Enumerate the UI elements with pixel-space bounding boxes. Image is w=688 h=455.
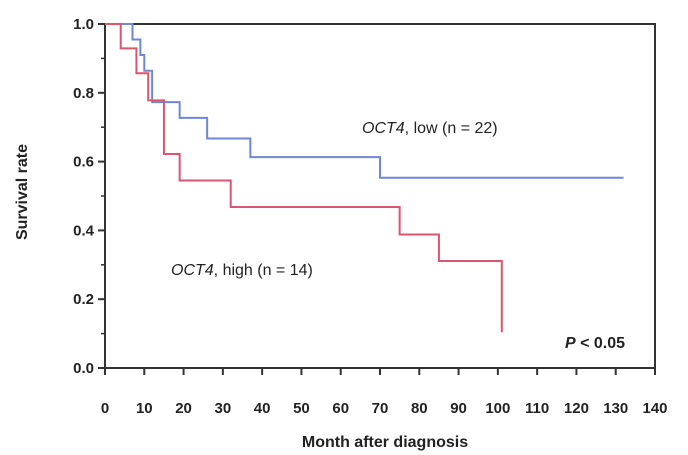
x-tick-label: 70: [372, 400, 389, 417]
x-tick-label: 120: [564, 400, 589, 417]
x-tick-label: 60: [332, 400, 349, 417]
annotation-low-gene: OCT4: [362, 120, 405, 137]
x-tick-label: 10: [136, 400, 153, 417]
x-tick-label: 40: [254, 400, 271, 417]
x-tick-label: 140: [642, 400, 667, 417]
x-tick-label: 50: [293, 400, 310, 417]
x-tick-label: 80: [411, 400, 428, 417]
x-axis: 0 10 20 30 40 50 60 70 80 90 100 110 120 130 140: [101, 368, 668, 417]
annotation-low: OCT4, low (n = 22): [362, 120, 498, 137]
series-line-low: [105, 23, 624, 179]
y-tick-label: 0.8: [73, 85, 94, 102]
y-axis: 0.0 0.2 0.4 0.6 0.8 1.0: [73, 16, 105, 377]
y-axis-title: Survival rate: [14, 144, 31, 240]
x-tick-label: 100: [485, 400, 510, 417]
x-tick-label: 110: [525, 400, 549, 417]
annotation-high-text: , high (n = 14): [214, 262, 313, 279]
y-tick-label: 0.0: [73, 360, 94, 377]
annotation-high-gene: OCT4: [171, 262, 214, 279]
y-tick-label: 1.0: [73, 16, 94, 33]
x-tick-label: 130: [603, 400, 628, 417]
annotation-low-text: , low (n = 22): [405, 120, 498, 137]
plot-frame: [104, 23, 656, 369]
x-tick-label: 90: [450, 400, 467, 417]
y-tick-label: 0.6: [73, 154, 94, 171]
series-line-high: [105, 23, 503, 333]
pvalue-symbol: P: [565, 335, 576, 352]
y-tick-label: 0.4: [73, 222, 95, 239]
annotation-pvalue: P < 0.05: [565, 335, 625, 352]
y-tick-label: 0.2: [73, 291, 94, 308]
pvalue-text: < 0.05: [576, 335, 625, 352]
series-layer: [105, 23, 624, 333]
annotation-high: OCT4, high (n = 14): [171, 262, 313, 279]
x-tick-label: 0: [101, 400, 109, 417]
x-axis-title: Month after diagnosis: [302, 434, 468, 451]
x-tick-label: 20: [175, 400, 192, 417]
plot-border: [104, 23, 656, 369]
x-tick-label: 30: [215, 400, 232, 417]
